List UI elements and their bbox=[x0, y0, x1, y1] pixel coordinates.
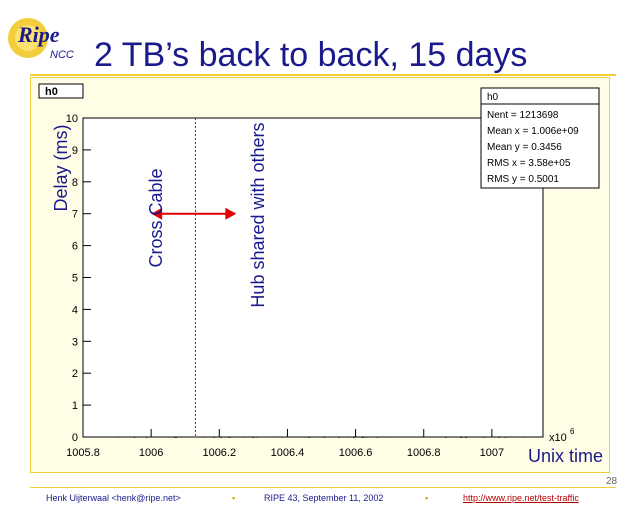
title-divider bbox=[30, 74, 616, 76]
slide-title: 2 TB’s back to back, 15 days bbox=[94, 36, 528, 74]
plot-frame: 0 1 2 3 4 5 6 7 8 9 10 1005.8 1006 1006.2 1006.4 1006.6… bbox=[30, 77, 610, 473]
logo-text: Ripe bbox=[17, 22, 60, 47]
ripe-ncc-logo: Ripe NCC bbox=[8, 18, 74, 61]
logo-subtext: NCC bbox=[50, 49, 74, 61]
